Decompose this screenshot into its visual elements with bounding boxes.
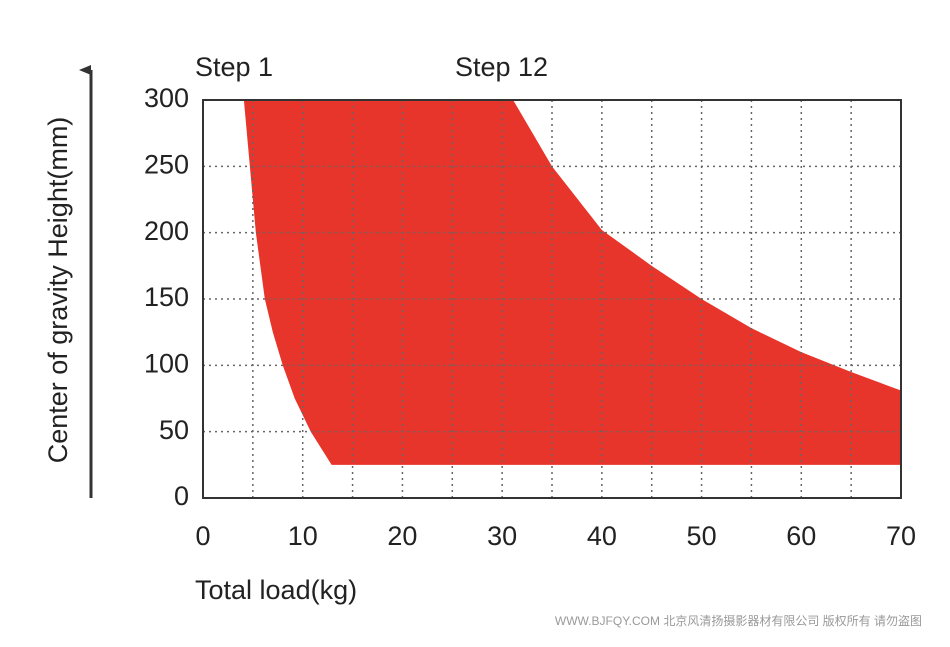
y-tick-label: 100 (144, 348, 189, 378)
annotation: Step 1 (195, 52, 273, 82)
y-axis-label: Center of gravity Height(mm) (43, 117, 73, 464)
x-axis-label: Total load(kg) (195, 575, 357, 605)
area (243, 100, 901, 465)
y-tick-label: 0 (174, 481, 189, 511)
watermark: WWW.BJFQY.COM 北京风清扬摄影器材有限公司 版权所有 请勿盗图 (555, 613, 922, 628)
x-tick-label: 20 (387, 521, 417, 551)
x-tick-label: 40 (587, 521, 617, 551)
x-tick-label: 50 (687, 521, 717, 551)
y-tick-label: 50 (159, 415, 189, 445)
x-tick-label: 0 (195, 521, 210, 551)
y-tick-label: 300 (144, 83, 189, 113)
plot-frame (202, 99, 902, 499)
x-tick-label: 60 (786, 521, 816, 551)
x-tick-label: 70 (886, 521, 916, 551)
y-tick-label: 150 (144, 282, 189, 312)
y-tick-label: 200 (144, 216, 189, 246)
annotation: Step 12 (455, 52, 548, 82)
x-tick-label: 30 (487, 521, 517, 551)
y-tick-label: 250 (144, 149, 189, 179)
x-tick-label: 10 (288, 521, 318, 551)
